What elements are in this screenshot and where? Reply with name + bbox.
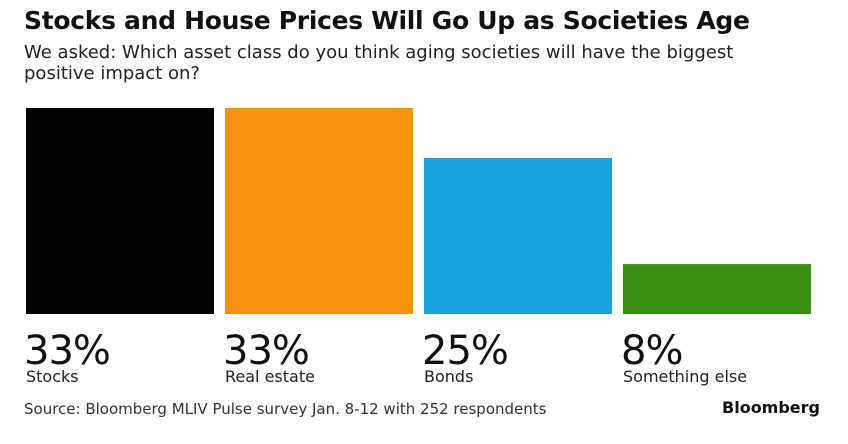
category-label: Stocks [26, 367, 79, 386]
value-label: 33% [223, 328, 309, 374]
bar-bonds [424, 157, 612, 314]
category-label: Real estate [225, 367, 315, 386]
bar-stocks [26, 108, 214, 314]
brand-logo: Bloomberg [722, 398, 820, 417]
category-label: Something else [623, 367, 747, 386]
bar-real-estate [225, 108, 413, 314]
value-label: 33% [24, 328, 110, 374]
chart-title: Stocks and House Prices Will Go Up as So… [24, 6, 750, 35]
bar-something-else [623, 264, 811, 314]
chart-subtitle: We asked: Which asset class do you think… [24, 42, 734, 84]
category-label: Bonds [424, 367, 473, 386]
value-label: 25% [422, 328, 508, 374]
source-note: Source: Bloomberg MLIV Pulse survey Jan.… [24, 400, 547, 418]
value-label: 8% [621, 328, 682, 374]
